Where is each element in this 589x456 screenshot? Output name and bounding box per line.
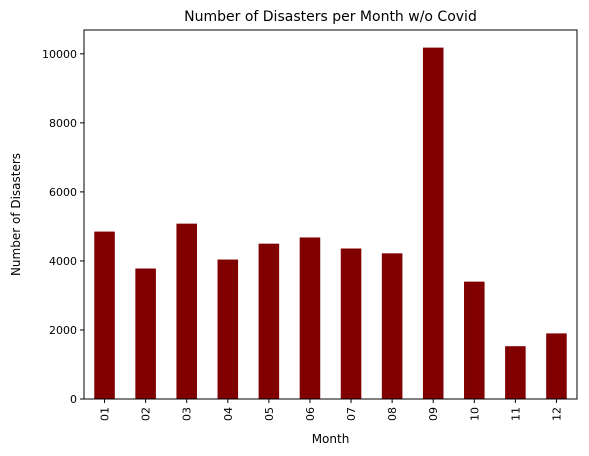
- y-axis-label: Number of Disasters: [9, 153, 23, 276]
- bar-08: [381, 253, 403, 399]
- plot-frame: [83, 29, 578, 400]
- y-tick-label-10000: 10000: [42, 48, 77, 61]
- x-tick-label-12: 12: [550, 407, 563, 421]
- x-tick-label-03: 03: [181, 407, 194, 421]
- bar-07: [340, 248, 362, 399]
- bar-09: [422, 47, 444, 399]
- y-tick-label-6000: 6000: [49, 186, 77, 199]
- bar-11: [505, 346, 526, 399]
- y-tick-label-4000: 4000: [49, 255, 77, 268]
- x-tick-label-05: 05: [263, 407, 276, 421]
- bar-10: [464, 281, 485, 399]
- x-tick-label-08: 08: [386, 407, 399, 421]
- y-axis: 0 2000 4000 6000 8000 10000: [42, 48, 84, 406]
- x-axis-label: Month: [312, 432, 350, 446]
- bar-05: [258, 243, 280, 399]
- y-tick-label-2000: 2000: [49, 324, 77, 337]
- x-tick-label-06: 06: [304, 407, 317, 421]
- x-tick-label-10: 10: [468, 407, 481, 421]
- bar-06: [299, 237, 321, 399]
- y-tick-label-0: 0: [70, 393, 77, 406]
- x-axis: 01 02 03 04 05 06 07 08 09 10 11 12: [99, 399, 563, 421]
- x-tick-label-04: 04: [222, 407, 235, 421]
- y-tick-label-8000: 8000: [49, 117, 77, 130]
- bar-12: [546, 333, 567, 399]
- bar-02: [135, 268, 156, 399]
- chart-title: Number of Disasters per Month w/o Covid: [184, 9, 477, 25]
- x-tick-label-01: 01: [99, 407, 112, 421]
- bar-01: [94, 231, 115, 399]
- bars-group: [94, 47, 567, 399]
- bar-04: [217, 259, 239, 399]
- x-tick-label-11: 11: [509, 407, 522, 421]
- x-tick-label-02: 02: [140, 407, 153, 421]
- bar-03: [176, 223, 197, 399]
- x-tick-label-07: 07: [345, 407, 358, 421]
- x-tick-label-09: 09: [427, 407, 440, 421]
